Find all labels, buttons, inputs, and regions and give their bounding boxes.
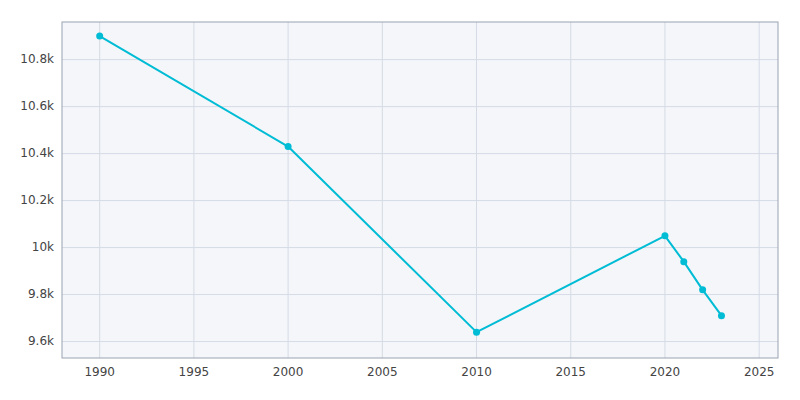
grid-line [382,22,383,358]
grid-line [759,22,760,358]
axes: 9.6k 9.8k 10k 10.2k 10.4k 10.6k 10.8k 1990 1995 2… [20,22,778,379]
grid-line [570,22,571,358]
grid-line [62,200,778,201]
tick-label: 2000 [273,365,304,379]
point [473,329,480,336]
tick-label: 2025 [744,365,775,379]
tick-label: 2020 [650,365,681,379]
tick-label: 10.2k [20,193,54,207]
grid-line [99,22,100,358]
chart-container: 9.6k 9.8k 10k 10.2k 10.4k 10.6k 10.8k 1990 1995 2… [0,0,800,400]
grid-line [62,59,778,60]
tick-label: 2015 [555,365,586,379]
tick-label: 9.6k [28,334,54,348]
grid-line [62,247,778,248]
grid-line [62,341,778,342]
grid-line [193,22,194,358]
tick-label: 1990 [84,365,115,379]
series [96,33,725,336]
point [661,232,668,239]
chart: 9.6k 9.8k 10k 10.2k 10.4k 10.6k 10.8k 1990 1995 2… [0,0,800,400]
grid-line [62,153,778,154]
point [96,33,103,40]
plot-frame [62,22,778,358]
tick-label: 2005 [367,365,398,379]
tick-label: 9.8k [28,287,54,301]
grid-line [62,106,778,107]
plot-area [62,22,778,358]
grid [62,22,778,358]
background [0,0,800,400]
tick-label: 10k [32,240,54,254]
tick-label: 10.4k [20,146,54,160]
grid-line [288,22,289,358]
tick-label: 10.6k [20,99,54,113]
grid-line [62,294,778,295]
tick-label: 2010 [461,365,492,379]
grid-line [476,22,477,358]
line [100,36,722,332]
point [285,143,292,150]
point [718,312,725,319]
tick-label: 10.8k [20,52,54,66]
point [680,258,687,265]
grid-line [664,22,665,358]
tick-label: 1995 [179,365,210,379]
point [699,286,706,293]
